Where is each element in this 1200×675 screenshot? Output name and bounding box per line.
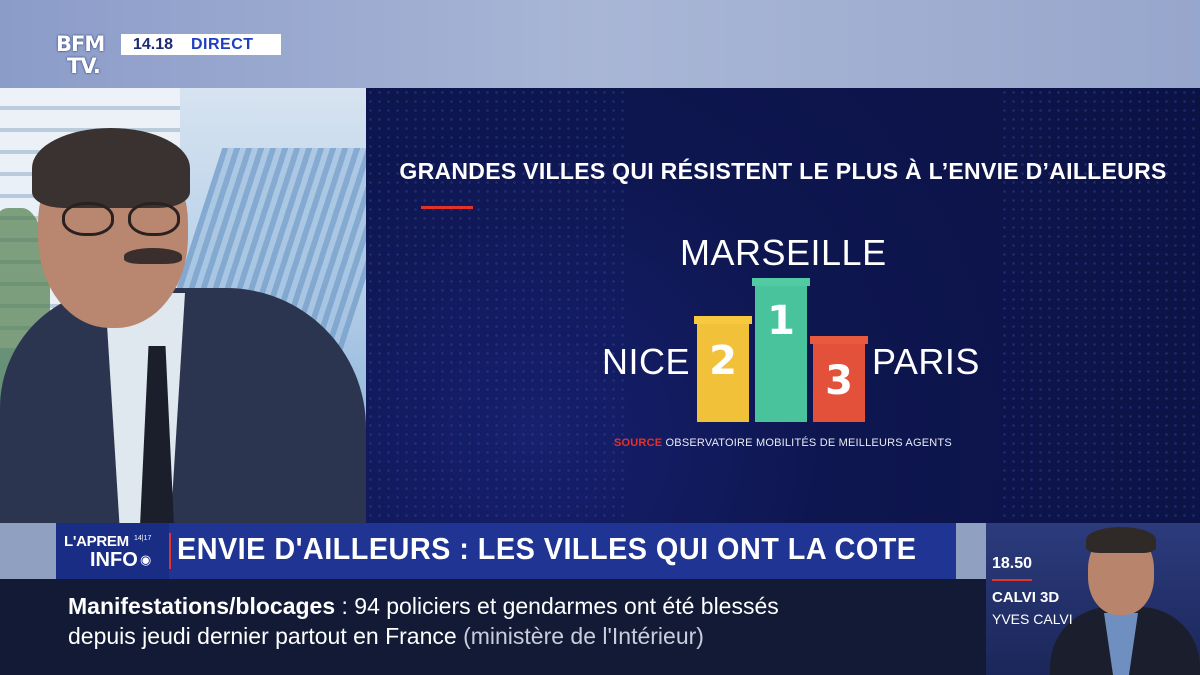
next-program-show: CALVI 3D <box>992 589 1060 606</box>
presenter-hair <box>32 128 190 208</box>
headline-divider <box>169 533 171 569</box>
host-hair <box>1086 527 1156 553</box>
source-text: OBSERVATOIRE MOBILITÉS DE MEILLEURS AGEN… <box>665 437 952 449</box>
ticker-line-1: Manifestations/blocages : 94 policiers e… <box>68 593 779 620</box>
next-program-panel: 18.50 CALVI 3D YVES CALVI <box>986 523 1200 675</box>
ticker-topic: Manifestations/blocages <box>68 593 336 619</box>
next-program-host: YVES CALVI <box>992 611 1073 627</box>
show-name-line-2: INFO <box>90 549 138 571</box>
podium-rank-2: 2 <box>709 338 737 384</box>
show-clock: 14|17 <box>134 535 152 542</box>
logo-line-2: TV. <box>67 54 101 78</box>
broadcast-wave-icon: ◉ <box>140 553 152 568</box>
title-underline <box>421 206 473 209</box>
dot-pattern-left <box>366 88 626 523</box>
podium-step-cap <box>810 336 868 344</box>
live-label: DIRECT <box>191 35 254 53</box>
source-label: SOURCE <box>614 437 663 449</box>
podium-step-cap <box>752 278 810 286</box>
top-band: BFM TV. 14.18 DIRECT <box>0 0 1200 88</box>
headline-bar: L'APREM 14|17 INFO ◉ ENVIE D'AILLEURS : … <box>56 523 956 579</box>
show-logo: L'APREM 14|17 INFO ◉ <box>56 523 169 579</box>
show-name-line-1: L'APREM <box>64 533 129 550</box>
info-graphic-panel: GRANDES VILLES QUI RÉSISTENT LE PLUS À L… <box>366 88 1200 523</box>
podium-step-second: 2 <box>694 316 752 422</box>
podium-rank-1: 1 <box>767 298 795 344</box>
podium-step-cap <box>694 316 752 324</box>
ticker-separator: : <box>341 593 348 619</box>
next-program-divider <box>992 579 1032 581</box>
podium-rank-3: 3 <box>825 358 853 404</box>
graphic-title: GRANDES VILLES QUI RÉSISTENT LE PLUS À L… <box>399 158 1167 184</box>
headline-text: ENVIE D'AILLEURS : LES VILLES QUI ONT LA… <box>177 531 917 566</box>
glasses-lens-right <box>128 202 180 236</box>
next-program-time: 18.50 <box>992 555 1033 572</box>
glasses-lens-left <box>62 202 114 236</box>
ticker-source: (ministère de l'Intérieur) <box>463 623 704 649</box>
podium-step-third: 3 <box>810 336 868 422</box>
news-ticker: Manifestations/blocages : 94 policiers e… <box>0 579 986 675</box>
live-badge: 14.18 DIRECT <box>121 34 281 55</box>
dot-pattern-right <box>1000 88 1200 523</box>
graphic-source: SOURCE OBSERVATOIRE MOBILITÉS DE MEILLEU… <box>614 437 952 449</box>
podium-city-first: MARSEILLE <box>680 232 887 273</box>
presenter-jacket <box>0 288 366 523</box>
presenter-video <box>0 88 366 523</box>
channel-logo: BFM TV. <box>56 33 116 83</box>
podium-city-second: NICE <box>602 341 691 382</box>
ticker-text-1: 94 policiers et gendarmes ont été blessé… <box>354 593 779 619</box>
presenter-glasses <box>62 202 186 238</box>
ticker-line-2: depuis jeudi dernier partout en France (… <box>68 623 704 650</box>
logo-line-1: BFM <box>56 32 105 56</box>
presenter-mustache <box>124 248 182 264</box>
ticker-text-2: depuis jeudi dernier partout en France <box>68 623 457 649</box>
podium-step-first: 1 <box>752 278 810 422</box>
podium-city-third: PARIS <box>872 341 980 382</box>
live-time: 14.18 <box>133 35 174 53</box>
